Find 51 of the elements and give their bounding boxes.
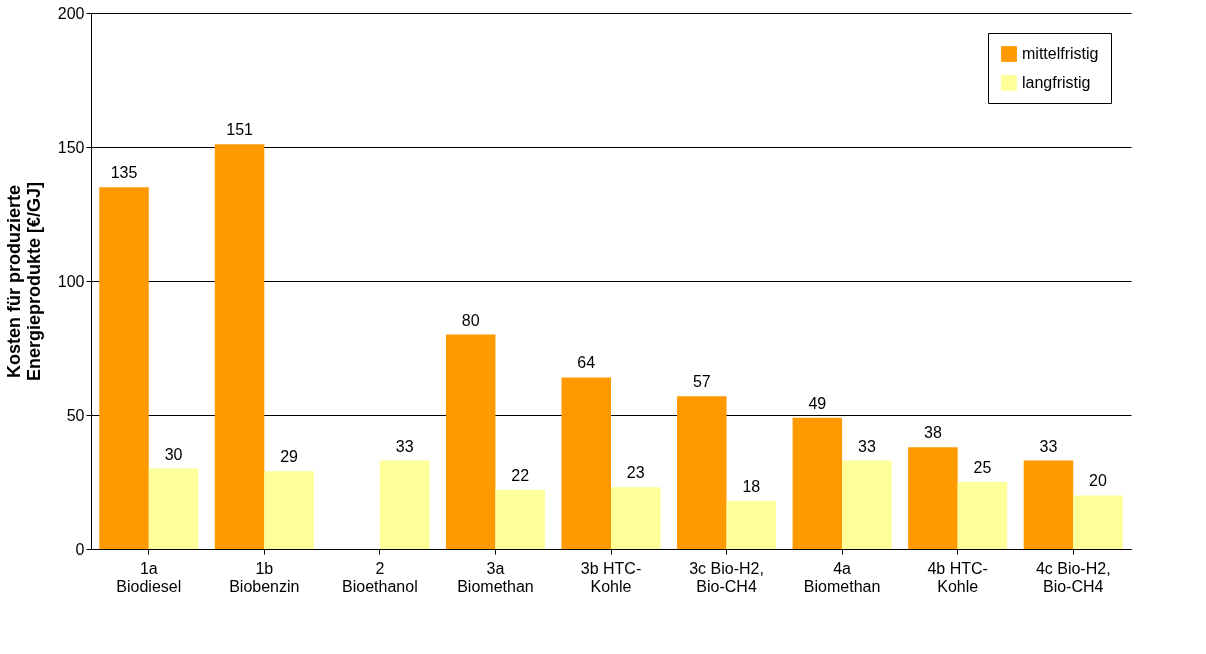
bar [792,417,843,549]
x-tick-label: 2 Bioethanol [342,559,418,595]
bar [148,468,199,549]
bar [1073,495,1123,549]
bar [214,144,265,549]
x-tick-label: 3a Biomethan [457,559,534,595]
legend-label: mittelfristig [1022,45,1099,62]
data-label: 18 [742,477,761,495]
bar [908,447,958,549]
data-label: 33 [857,437,876,455]
x-tick-label: 3c Bio-H2, Bio-CH4 [689,559,764,595]
data-label: 33 [395,437,414,455]
bar [264,471,314,549]
legend-label: langfristig [1022,74,1091,91]
bar [842,460,892,549]
y-axis-title: Kosten für produzierte Energieprodukte [€/GJ] [3,181,44,382]
bar [495,490,545,549]
data-label: 22 [511,467,530,485]
data-label: 38 [924,424,942,442]
data-label: 80 [461,311,480,329]
y-tick-label: 200 [57,4,85,22]
y-tick-label: 0 [75,540,85,558]
bar [561,377,611,549]
y-tick-label: 100 [57,272,85,290]
data-label: 135 [110,164,138,182]
data-label: 20 [1089,472,1107,490]
y-tick-label: 50 [66,406,85,424]
data-label: 64 [577,354,596,372]
data-label: 23 [626,464,645,482]
x-tick-label: 4b HTC- Kohle [927,559,988,595]
y-tick-label: 150 [57,138,85,156]
bar [445,334,496,549]
bar [1023,460,1074,549]
x-tick-label: 3b HTC- Kohle [580,559,642,595]
bar [677,396,727,549]
data-label: 33 [1039,437,1058,455]
x-tick-label: 1a Biodiesel [116,559,182,595]
x-tick-label: 4c Bio-H2, Bio-CH4 [1035,559,1111,595]
x-tick-label: 4a Biomethan [803,559,881,595]
data-label: 49 [808,394,827,412]
data-label: 25 [973,459,992,476]
data-label: 30 [164,445,183,463]
data-label: 57 [692,373,711,391]
bar [99,187,149,549]
data-label: 29 [280,448,299,466]
bar [379,460,430,549]
data-label: 151 [226,121,254,139]
x-tick-label: 1b Biobenzin [229,559,300,595]
bar [726,500,777,549]
bar [611,487,661,549]
bar [957,482,1008,549]
